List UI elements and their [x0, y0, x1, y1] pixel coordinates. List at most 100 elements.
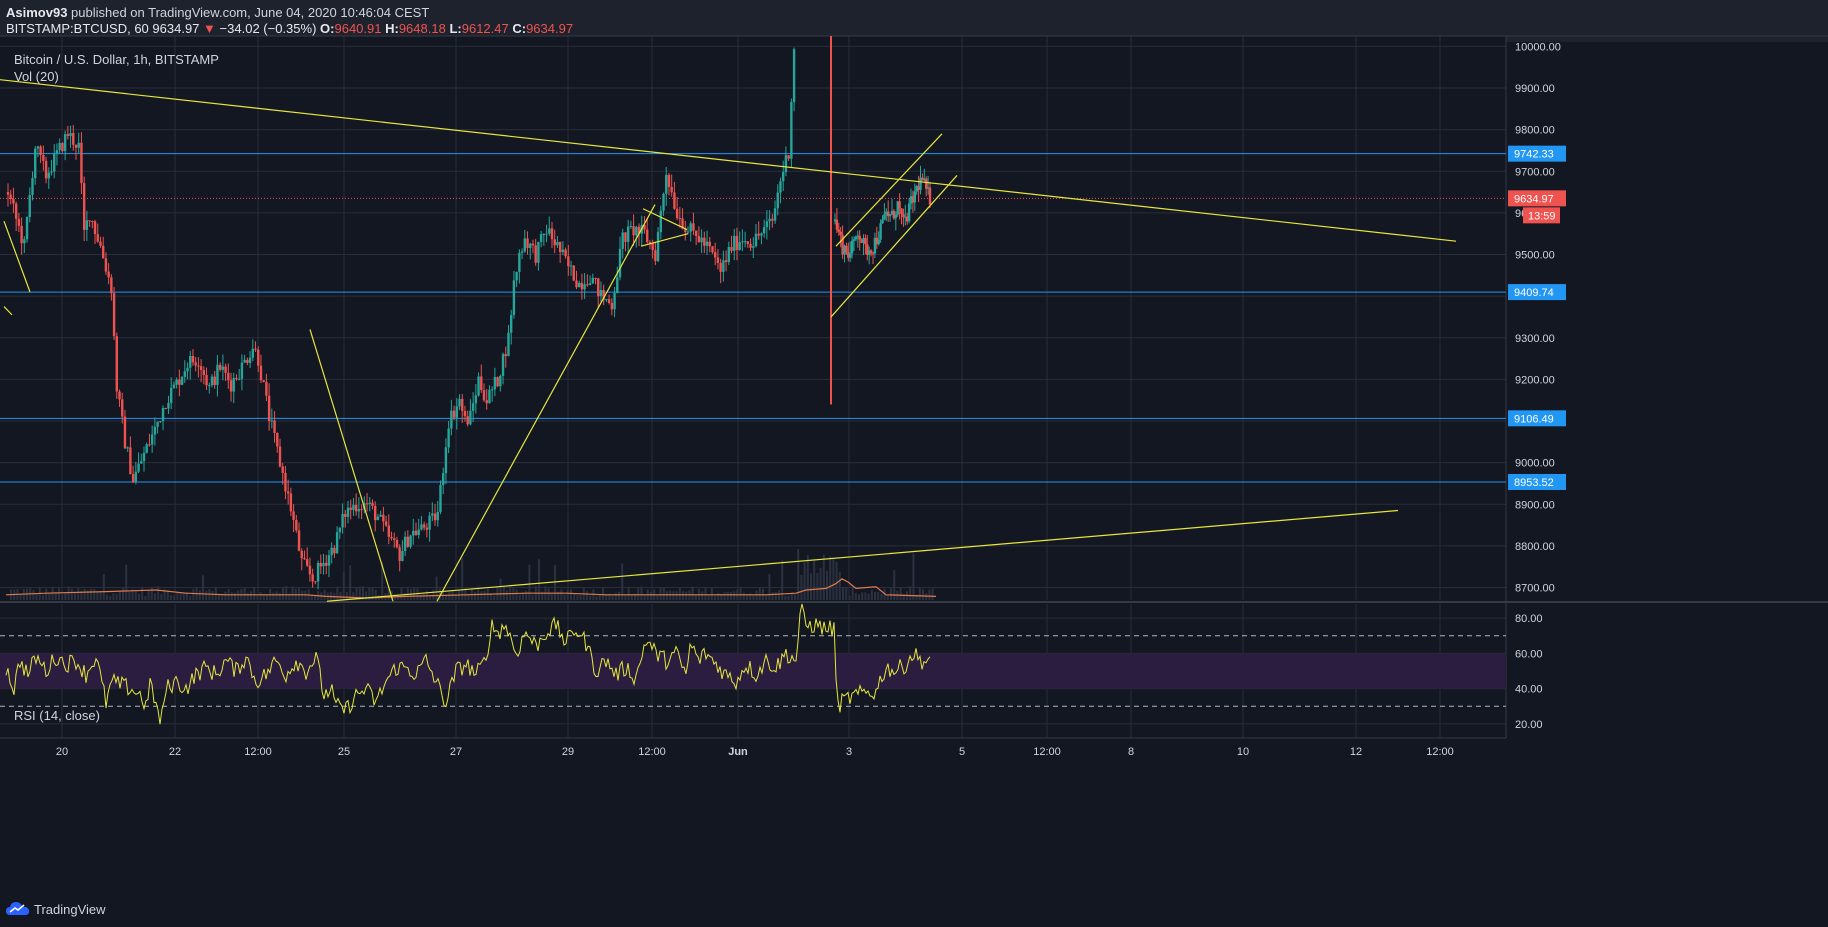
volume-bar: [99, 591, 102, 600]
candle-body: [694, 230, 698, 237]
candle-body: [341, 514, 344, 528]
volume-bar: [54, 591, 57, 600]
ohlc-line: BITSTAMP:BTCUSD, 60 9634.97 ▼ −34.02 (−0…: [6, 21, 573, 36]
volume-bar: [368, 587, 371, 600]
price-label-box: [1508, 145, 1566, 162]
candle-body: [646, 229, 649, 243]
volume-bar: [854, 593, 857, 600]
volume-bar: [813, 560, 816, 600]
candle-body: [137, 463, 140, 472]
candle-body: [678, 218, 682, 220]
candle-body: [654, 250, 657, 262]
volume-bar: [701, 591, 704, 600]
candle-body: [722, 260, 725, 272]
candle-body: [311, 574, 314, 582]
candle-body: [259, 365, 263, 381]
volume-bar: [531, 594, 534, 600]
volume-bar: [221, 593, 224, 600]
volume-bar: [861, 592, 864, 600]
candle-body: [700, 237, 703, 243]
volume-bar: [752, 595, 755, 600]
time-tick-label: 20: [56, 746, 68, 758]
candle-body: [765, 221, 769, 228]
volume-bar: [886, 594, 889, 600]
candle-body: [768, 218, 771, 222]
volume-bar: [432, 589, 435, 600]
volume-legend[interactable]: Vol (20): [14, 69, 59, 84]
rsi-tick-label: 40.00: [1515, 684, 1543, 696]
candle-body: [63, 134, 67, 152]
candle-body: [23, 239, 26, 244]
volume-bar: [400, 588, 403, 600]
volume-bar: [742, 592, 745, 600]
volume-bar: [890, 587, 892, 600]
candle-body: [900, 208, 903, 215]
volume-bar: [218, 594, 220, 600]
candle-body: [194, 362, 197, 366]
candle-body: [911, 196, 915, 203]
volume-bar: [19, 594, 22, 600]
volume-bar: [586, 591, 588, 600]
candle-body: [907, 203, 911, 222]
volume-bar: [346, 592, 348, 600]
volume-bar: [749, 593, 752, 600]
volume-bar: [733, 591, 736, 600]
volume-bar: [570, 589, 572, 600]
candle-body: [39, 146, 42, 156]
candle-body: [529, 243, 532, 248]
trendline: [642, 208, 688, 231]
volume-bar: [602, 587, 604, 600]
volume-bar: [547, 588, 550, 600]
symbol-legend[interactable]: Bitcoin / U.S. Dollar, 1h, BITSTAMP: [14, 52, 219, 67]
publisher-name[interactable]: Asimov93: [6, 5, 68, 20]
candle-body: [466, 416, 469, 425]
candle-body: [178, 379, 181, 385]
time-tick-label: 12:00: [638, 746, 666, 758]
candle-body: [591, 278, 594, 284]
candle-body: [779, 181, 782, 193]
volume-bar: [342, 572, 345, 600]
candle-body: [480, 376, 483, 391]
candle-body: [387, 525, 390, 537]
candle-body: [115, 336, 118, 392]
volume-bar: [909, 586, 912, 600]
rsi-legend[interactable]: RSI (14, close): [14, 708, 100, 723]
volume-bar: [870, 589, 873, 600]
volume-bar: [419, 594, 422, 600]
candle-body: [607, 299, 611, 303]
volume-bar: [656, 595, 659, 600]
time-tick-label: 5: [959, 746, 965, 758]
open-value: 9640.91: [334, 21, 382, 36]
volume-bar: [739, 586, 742, 600]
tradingview-logo[interactable]: TradingView: [6, 898, 106, 920]
volume-bar: [454, 594, 457, 600]
volume-bar: [464, 588, 467, 600]
volume-bar: [640, 586, 643, 600]
candle-body: [284, 472, 287, 492]
volume-bar: [166, 590, 169, 600]
volume-bar: [358, 586, 361, 600]
price-tick-label: 10000.00: [1515, 41, 1561, 53]
candle-body: [9, 194, 12, 200]
volume-bar: [598, 594, 601, 600]
price-tick-label: 9300.00: [1515, 333, 1555, 345]
volume-bar: [662, 587, 665, 600]
volume-bar: [138, 593, 140, 600]
candle-body: [267, 395, 271, 422]
volume-bar: [630, 594, 633, 600]
candle-body: [850, 240, 854, 254]
volume-bar: [118, 591, 121, 600]
high-label: H:: [385, 21, 399, 36]
candle-body: [856, 235, 859, 237]
volume-bar: [106, 594, 108, 600]
candle-body: [871, 253, 875, 255]
candle-body: [44, 160, 48, 179]
volume-bar: [611, 595, 614, 600]
last-price: 9634.97: [152, 21, 200, 36]
trendline: [0, 79, 1457, 242]
volume-bar: [144, 595, 147, 600]
time-tick-label: 12:00: [244, 746, 272, 758]
candle-body: [235, 378, 238, 380]
volume-bar: [298, 587, 300, 600]
